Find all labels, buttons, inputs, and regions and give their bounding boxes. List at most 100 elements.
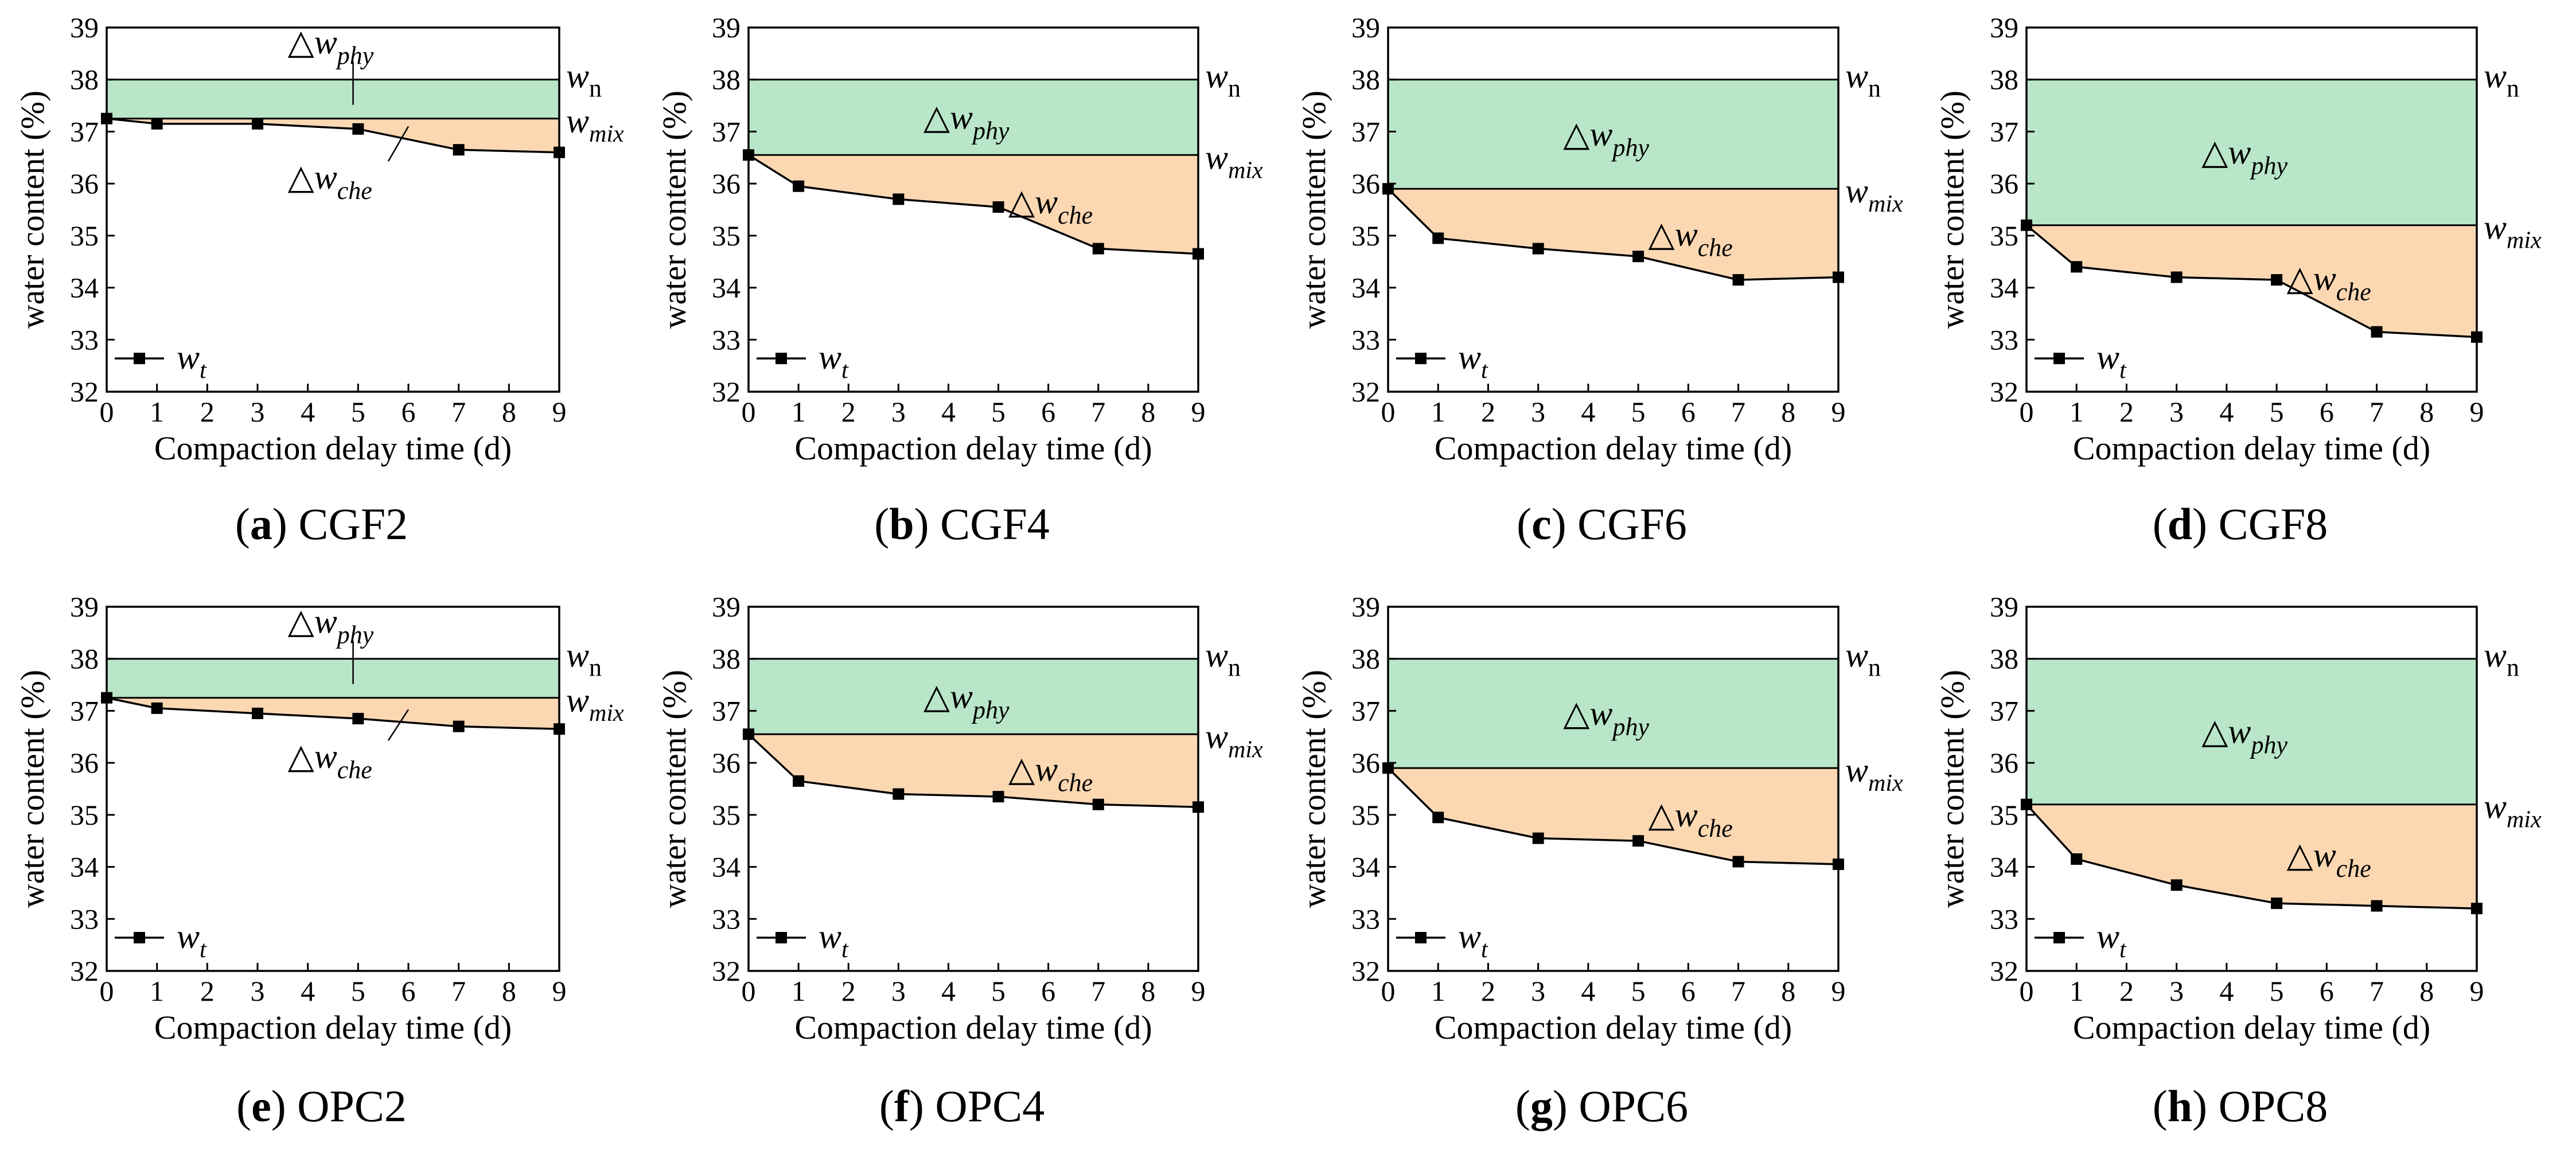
- caption-letter: (d): [2153, 499, 2207, 549]
- x-tick-label: 5: [351, 396, 365, 428]
- x-tick-label: 4: [941, 396, 956, 428]
- caption-letter-part: a: [250, 499, 272, 549]
- caption-letter-part: ): [1553, 1081, 1568, 1131]
- wn-sub: n: [2507, 654, 2519, 682]
- wmix-sub: mix: [589, 121, 624, 147]
- y-tick-label: 37: [1990, 694, 2018, 727]
- x-tick-label: 2: [841, 975, 856, 1007]
- panel-caption: (e) OPC2: [236, 1081, 407, 1131]
- caption-name: OPC4: [924, 1081, 1045, 1131]
- legend-sub: t: [1481, 937, 1488, 963]
- x-tick-label: 9: [552, 975, 567, 1007]
- caption-letter-part: (: [1517, 499, 1531, 549]
- x-tick-label: 8: [2419, 396, 2434, 428]
- delta-phy-label: △wphy: [923, 98, 1010, 145]
- delta-che-label: △wche: [1008, 183, 1093, 229]
- delta-che-label: △wche: [288, 158, 372, 205]
- legend-label: wt: [2096, 918, 2127, 963]
- delta-che-main: △w: [1649, 796, 1698, 834]
- y-axis-title: water content (%): [14, 670, 51, 908]
- delta-che-sub: che: [337, 177, 372, 205]
- wn-sub: n: [589, 654, 602, 682]
- x-tick-label: 5: [1631, 396, 1646, 428]
- y-tick-label: 33: [1990, 323, 2018, 356]
- che-leader: [387, 709, 410, 741]
- delta-phy-label: △wphy: [1563, 115, 1649, 162]
- x-tick-label: 0: [2020, 396, 2034, 428]
- x-tick-label: 4: [301, 975, 315, 1007]
- legend-sub: t: [200, 357, 207, 384]
- delta-che-sub: che: [1698, 814, 1733, 842]
- wmix-main: w: [2484, 788, 2507, 826]
- wmix-sub: mix: [1228, 157, 1263, 184]
- delta-phy-sub: phy: [1611, 713, 1649, 741]
- wn-main: w: [1205, 637, 1228, 674]
- wt-point: [1192, 801, 1204, 813]
- x-tick-label: 4: [1581, 396, 1595, 428]
- y-tick-label: 34: [1990, 851, 2018, 883]
- delta-che-label: △wche: [288, 738, 372, 784]
- legend-sub: t: [2119, 357, 2127, 384]
- x-tick-label: 3: [2169, 396, 2184, 428]
- y-tick-label: 36: [1990, 167, 2018, 200]
- y-tick-label: 35: [1990, 220, 2018, 252]
- y-axis-title: water content (%): [656, 91, 693, 329]
- caption-letter: (e): [236, 1081, 286, 1131]
- caption-letter-part: ): [914, 499, 929, 549]
- y-tick-label: 38: [1990, 64, 2018, 96]
- caption-letter-part: ): [2192, 1081, 2207, 1131]
- x-tick-label: 0: [2020, 975, 2034, 1007]
- legend-main: w: [177, 918, 200, 955]
- wmix-main: w: [1845, 172, 1868, 210]
- x-tick-label: 2: [1481, 975, 1495, 1007]
- wt-point: [1092, 243, 1104, 255]
- y-tick-label: 33: [1990, 903, 2018, 935]
- wn-label: wn: [1845, 637, 1881, 682]
- legend-marker: [775, 353, 787, 364]
- y-tick-label: 33: [712, 903, 741, 935]
- y-tick-label: 37: [1351, 694, 1380, 727]
- x-tick-label: 5: [991, 396, 1006, 428]
- y-tick-label: 35: [1351, 799, 1380, 831]
- x-tick-label: 3: [251, 975, 265, 1007]
- x-tick-label: 0: [100, 975, 114, 1007]
- wmix-label: wmix: [1845, 751, 1903, 797]
- y-tick-label: 36: [1351, 747, 1380, 779]
- x-tick-label: 8: [1141, 396, 1155, 428]
- y-tick-label: 38: [712, 643, 741, 675]
- x-tick-label: 1: [1431, 396, 1445, 428]
- x-tick-label: 6: [1041, 975, 1055, 1007]
- axes-frame: [2025, 606, 2478, 972]
- x-tick-label: 6: [2320, 396, 2334, 428]
- wt-series-line: [106, 697, 560, 730]
- y-tick-label: 34: [1990, 272, 2018, 304]
- delta-phy-sub: phy: [1611, 134, 1649, 162]
- y-tick-label: 39: [1990, 11, 2018, 44]
- wmix-sub: mix: [589, 700, 624, 727]
- legend-label: wt: [177, 338, 207, 384]
- x-tick-label: 3: [891, 396, 906, 428]
- caption-name: CGF8: [2207, 499, 2328, 549]
- x-tick-label: 5: [2270, 396, 2284, 428]
- y-axis-title: water content (%): [1295, 670, 1332, 908]
- wn-sub: n: [1228, 75, 1241, 103]
- delta-che-label: △wche: [2287, 836, 2371, 883]
- y-tick-label: 36: [1990, 747, 2018, 779]
- y-tick-label: 38: [712, 64, 741, 96]
- delta-phy-main: △w: [2201, 134, 2251, 171]
- legend-marker: [775, 932, 787, 943]
- legend-sub: t: [841, 357, 849, 384]
- wt-point: [2371, 900, 2383, 912]
- wmix-main: w: [1205, 717, 1228, 755]
- wmix-main: w: [566, 681, 589, 719]
- x-tick-label: 9: [552, 396, 567, 428]
- panel-caption: (h) OPC8: [2153, 1081, 2328, 1131]
- y-tick-label: 32: [70, 376, 99, 408]
- wt-point: [101, 692, 112, 704]
- legend-main: w: [819, 918, 841, 955]
